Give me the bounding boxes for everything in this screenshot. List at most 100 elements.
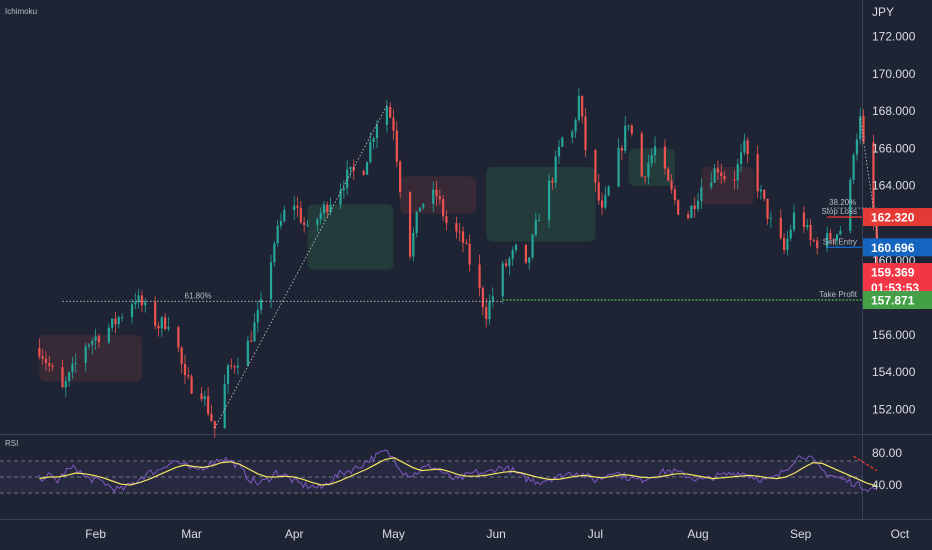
candle-body [322, 204, 326, 214]
candle-body [600, 200, 604, 208]
candle-body [713, 168, 716, 183]
candle-body [230, 365, 233, 367]
time-tick-label: Mar [181, 527, 202, 541]
candle-body [91, 340, 94, 345]
candle-body [114, 318, 117, 325]
candle-body [164, 317, 167, 329]
candle-body [226, 365, 230, 384]
candle-body [190, 376, 193, 394]
candle-body [48, 363, 51, 366]
candle-body [111, 318, 114, 328]
candle-body [617, 147, 620, 187]
level-label: Sell Entry [823, 237, 857, 246]
candle-body [250, 340, 253, 342]
candle-body [839, 230, 842, 235]
candle-body [491, 296, 494, 302]
candle-body [766, 198, 769, 219]
candle-body [130, 304, 134, 318]
candle-body [739, 152, 743, 165]
candle-body [789, 229, 792, 239]
candle-body [624, 125, 627, 151]
candle-body [667, 168, 670, 181]
rsi-axis[interactable]: 80.00 40.00 [872, 446, 902, 492]
candle-body [852, 154, 855, 180]
candle-body [554, 156, 557, 183]
candle-body [408, 192, 412, 257]
fib-swing-line [214, 105, 388, 429]
candle-body [547, 180, 551, 221]
candle-body [97, 336, 101, 343]
candle-body [342, 188, 345, 191]
candle-body [203, 396, 206, 400]
candle-body [256, 309, 259, 323]
candle-body [511, 250, 514, 259]
candle-body [561, 137, 564, 147]
price-tick-label: 156.000 [872, 328, 916, 342]
candle-body [233, 366, 236, 368]
rsi-lines [38, 449, 878, 494]
candle-body [51, 365, 54, 368]
price-tag-bg [863, 238, 932, 257]
candle-body [594, 149, 597, 183]
candle-body [630, 125, 633, 134]
time-tick-label: Jul [588, 527, 603, 541]
candle-body [802, 212, 806, 228]
candle-body [299, 207, 302, 223]
candle-body [508, 258, 511, 267]
candle-body [167, 327, 170, 329]
candle-body [87, 344, 91, 347]
candle-body [306, 224, 309, 226]
candle-body [581, 95, 584, 117]
candle-body [743, 140, 746, 153]
candle-body [137, 295, 140, 303]
take-profit-tag-label: 157.871 [871, 294, 915, 308]
candle-body [786, 238, 789, 250]
candle-body [733, 179, 736, 181]
candle-body [435, 189, 438, 197]
candle-body [524, 244, 528, 263]
time-axis[interactable]: Feb Mar Apr May Jun Jul Aug Sep Oct [85, 527, 910, 541]
candle-body [710, 182, 713, 188]
candle-body [501, 263, 504, 297]
rsi-band [0, 460, 862, 494]
candle-body [829, 233, 832, 240]
candle-body [835, 234, 839, 241]
candle-body [223, 383, 226, 429]
price-tick-label: 152.000 [872, 403, 916, 417]
candle-body [571, 131, 574, 138]
candle-body [551, 180, 554, 183]
candle-body [806, 224, 809, 228]
candle-body [293, 205, 296, 210]
candle-body [696, 200, 700, 209]
candle-body [700, 187, 703, 201]
candle-body [399, 161, 402, 193]
candle-body [329, 204, 332, 213]
candle-body [415, 211, 418, 233]
candle-body [183, 364, 187, 376]
price-tick-label: 168.000 [872, 104, 916, 118]
candle-body [375, 124, 379, 139]
candle-body [769, 217, 772, 219]
candle-body [395, 130, 398, 162]
time-tick-label: Oct [891, 527, 910, 541]
candle-body [160, 317, 163, 329]
candle-body [389, 106, 392, 118]
price-tick-label: 170.000 [872, 67, 916, 81]
fib-level-label: 61.80% [185, 291, 212, 300]
candle-body [187, 375, 190, 377]
candle-body [687, 214, 690, 218]
candle-body [94, 336, 97, 341]
candle-body [253, 322, 256, 342]
time-tick-label: Apr [285, 527, 304, 541]
price-pane[interactable] [0, 0, 862, 434]
rsi-trendline [853, 455, 878, 472]
candle-body [61, 367, 64, 388]
candle-body [458, 231, 461, 233]
candle-body [862, 116, 865, 143]
candle-body [276, 225, 279, 244]
candle-body [478, 264, 481, 289]
candle-body [826, 233, 829, 249]
cloud-bull [628, 148, 675, 186]
candle-body [504, 263, 508, 267]
